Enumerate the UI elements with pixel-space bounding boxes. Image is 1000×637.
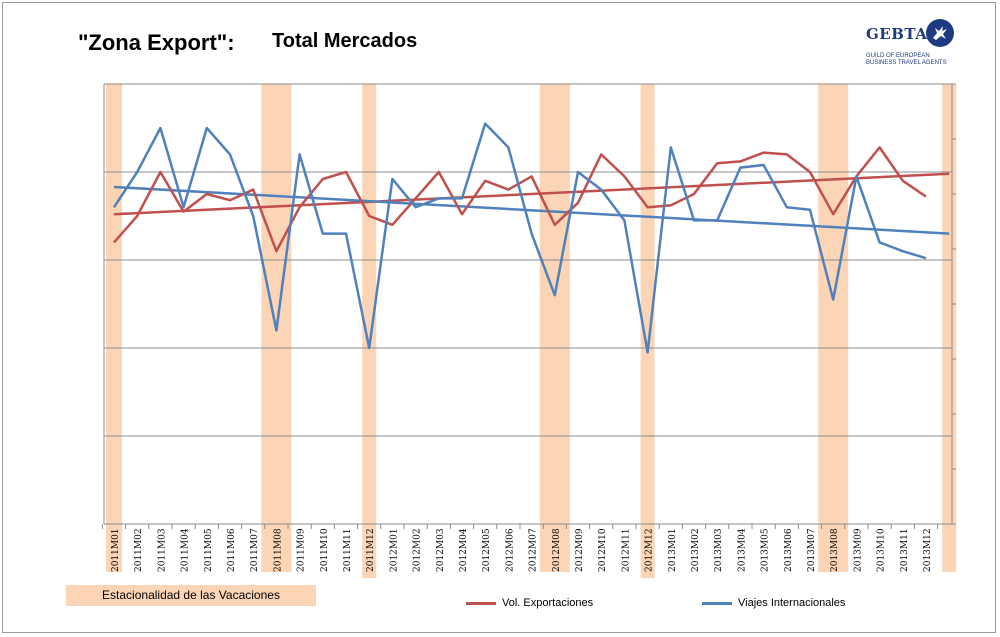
x-tick-label: 2011M02 [134, 528, 144, 572]
series-line-exportaciones [113, 146, 927, 253]
title-total-mercados: Total Mercados [272, 30, 418, 52]
x-tick-label: 2011M09 [297, 528, 307, 572]
x-tick-label: 2011M10 [320, 528, 330, 572]
x-tick-label: 2013M04 [737, 528, 747, 572]
logo-wordmark: GEBTA [866, 25, 928, 43]
legend-item-viajes: Viajes Internacionales [702, 597, 845, 609]
x-tick-label: 2013M02 [691, 528, 701, 572]
x-tick-label: 2011M04 [181, 528, 191, 572]
series-line-viajes [112, 122, 927, 354]
x-tick-label: 2013M08 [830, 528, 840, 572]
x-tick-label: 2013M03 [714, 528, 724, 572]
seasonality-band [362, 84, 377, 578]
title-zone-export: "Zona Export": [78, 30, 235, 55]
x-tick-label: 2012M09 [575, 528, 585, 572]
logo-tagline-line-1: GUILD OF EUROPEAN [866, 53, 930, 59]
x-tick-label: 2011M01 [111, 528, 121, 572]
seasonality-band [106, 84, 122, 572]
x-tick-label: 2012M11 [621, 528, 631, 572]
logo-tagline: GUILD OF EUROPEAN BUSINESS TRAVEL AGENTS [866, 53, 966, 67]
pegasus-icon [926, 19, 954, 47]
x-tick-label: 2011M03 [157, 528, 167, 572]
x-tick-label: 2011M06 [227, 528, 237, 572]
legend-swatch-viajes [702, 601, 732, 605]
seasonality-band [539, 84, 570, 572]
x-tick-label: 2012M01 [389, 528, 399, 572]
x-tick-label: 2012M06 [505, 528, 515, 572]
x-tick-label: 2011M05 [204, 528, 214, 572]
x-tick-label: 2012M07 [529, 528, 539, 572]
seasonality-band [942, 84, 957, 572]
seasonality-band [818, 84, 849, 572]
x-tick-label: 2011M12 [366, 528, 376, 572]
x-tick-label: 2012M05 [482, 528, 492, 572]
legend-swatch-exportaciones [466, 601, 496, 605]
x-tick-label: 2013M01 [668, 528, 678, 572]
x-tick-label: 2013M10 [877, 528, 887, 572]
x-tick-label: 2011M08 [273, 528, 283, 572]
logo-tagline-line-2: BUSINESS TRAVEL AGENTS [866, 60, 947, 66]
x-tick-label: 2011M07 [250, 528, 260, 572]
x-tick-label: 2011M11 [343, 528, 353, 572]
trendline-viajes [113, 185, 950, 235]
x-tick-label: 2013M09 [853, 528, 863, 572]
legend-label-exportaciones: Vol. Exportaciones [502, 597, 594, 609]
x-tick-label: 2012M04 [459, 528, 469, 572]
legend-seasonality: Estacionalidad de las Vacaciones [66, 585, 316, 606]
x-tick-label: 2012M12 [645, 528, 655, 572]
trendline-exportaciones [113, 172, 950, 216]
x-tick-label: 2013M06 [784, 528, 794, 572]
x-tick-label: 2013M05 [761, 528, 771, 572]
x-tick-label: 2012M08 [552, 528, 562, 572]
x-tick-label: 2012M02 [413, 528, 423, 572]
x-tick-label: 2012M10 [598, 528, 608, 572]
x-tick-label: 2013M07 [807, 528, 817, 572]
x-tick-label: 2013M12 [923, 528, 933, 572]
legend-item-exportaciones: Vol. Exportaciones [466, 597, 593, 609]
x-tick-label: 2013M11 [900, 528, 910, 572]
x-tick-label: 2012M03 [436, 528, 446, 572]
legend-label-viajes: Viajes Internacionales [738, 597, 846, 609]
